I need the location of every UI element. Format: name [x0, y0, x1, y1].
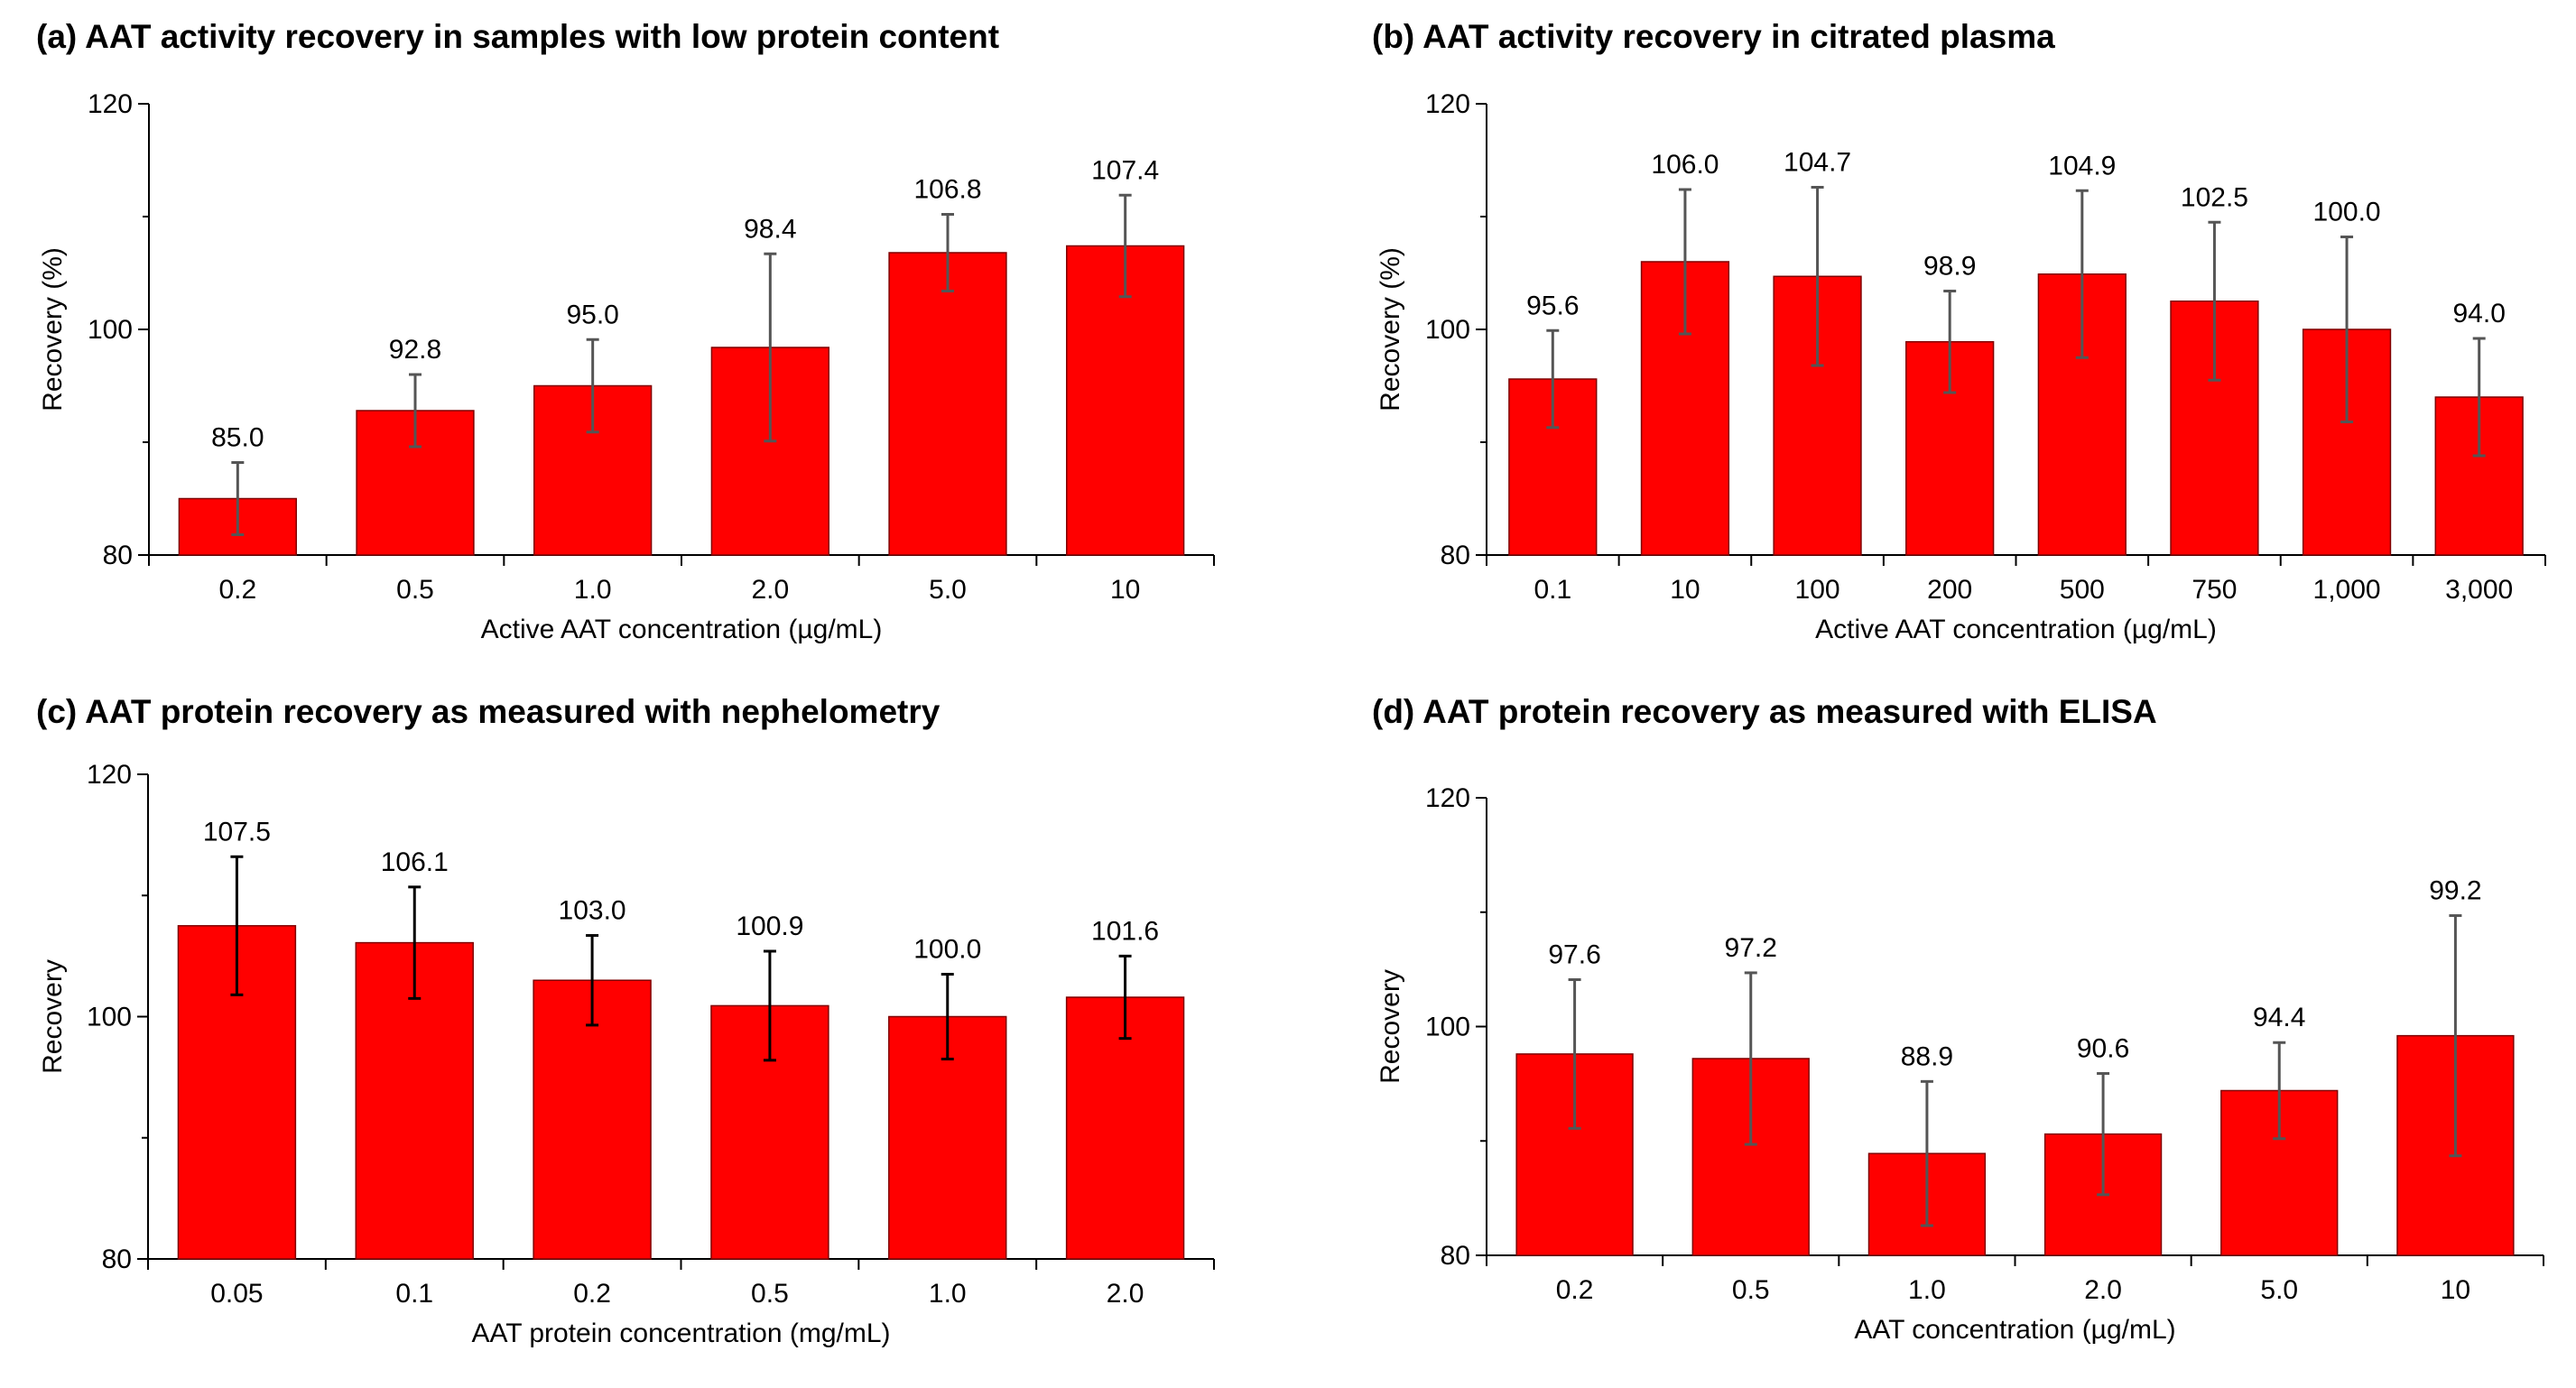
data-label: 106.0 — [1651, 150, 1719, 180]
x-tick-label: 0.05 — [210, 1279, 263, 1309]
x-tick-label: 0.1 — [1534, 575, 1571, 605]
y-tick-label: 100 — [88, 315, 133, 345]
x-tick-label: 0.5 — [1732, 1275, 1770, 1305]
x-tick-label: 200 — [1927, 575, 1972, 605]
data-label: 107.5 — [203, 817, 271, 847]
data-label: 85.0 — [211, 423, 264, 453]
y-axis-label: Recovery (%) — [1376, 247, 1405, 412]
x-tick-label: 3,000 — [2445, 575, 2513, 605]
data-label: 95.6 — [1526, 291, 1579, 320]
x-tick-label: 1.0 — [1908, 1275, 1946, 1305]
chart-title: (d) AAT protein recovery as measured wit… — [1372, 693, 2157, 730]
data-label: 88.9 — [1901, 1041, 1953, 1071]
x-tick-label: 10 — [1670, 575, 1700, 605]
x-tick-label: 0.2 — [573, 1279, 611, 1309]
data-label: 92.8 — [389, 335, 441, 365]
data-label: 106.8 — [913, 175, 981, 205]
data-label: 95.0 — [566, 300, 618, 329]
x-tick-label: 0.5 — [751, 1279, 789, 1309]
x-tick-label: 1,000 — [2313, 575, 2381, 605]
x-tick-label: 2.0 — [2084, 1275, 2122, 1305]
data-label: 98.4 — [744, 214, 796, 244]
bar-chart-b: 80 100 120 95.6 0.1 106.0 10 104.7 100 98.9 200 104… — [1376, 89, 2546, 644]
bar-chart-a: 80 100 120 85.0 0.2 92.8 0.5 95.0 1.0 98.4 2.0 106.… — [38, 89, 1215, 644]
data-label: 100.0 — [913, 935, 981, 965]
y-axis-label: Recovery — [1376, 969, 1405, 1084]
x-tick-label: 500 — [2060, 575, 2105, 605]
data-label: 99.2 — [2429, 876, 2481, 906]
x-tick-label: 750 — [2191, 575, 2237, 605]
x-tick-label: 0.1 — [395, 1279, 433, 1309]
data-label: 106.1 — [381, 847, 449, 877]
bar — [1065, 996, 1185, 1260]
x-tick-label: 10 — [1110, 575, 1140, 605]
x-tick-label: 100 — [1795, 575, 1840, 605]
x-tick-label: 5.0 — [929, 575, 967, 605]
data-label: 101.6 — [1091, 916, 1159, 946]
x-axis-label: Active AAT concentration (µg/mL) — [481, 615, 883, 644]
y-axis-label: Recovery (%) — [38, 247, 68, 412]
chart-title: (c) AAT protein recovery as measured wit… — [36, 693, 941, 730]
y-tick-label: 80 — [1441, 1241, 1470, 1271]
x-tick-label: 10 — [2441, 1275, 2470, 1305]
data-label: 90.6 — [2077, 1033, 2129, 1063]
bar — [888, 252, 1007, 556]
y-tick-label: 80 — [103, 541, 133, 570]
data-label: 97.2 — [1725, 933, 1777, 963]
y-axis-label: Recovery — [38, 959, 68, 1074]
data-label: 94.0 — [2452, 299, 2505, 328]
bar-chart-c: 80 100 120 107.5 0.05 106.1 0.1 103.0 0.2 100.9 0.… — [38, 760, 1215, 1348]
x-axis-label: Active AAT concentration (µg/mL) — [1815, 615, 2217, 644]
data-label: 100.0 — [2313, 198, 2381, 227]
chart-panel-d: (d) AAT protein recovery as measured wit… — [1372, 693, 2563, 1379]
data-label: 94.4 — [2253, 1003, 2305, 1032]
data-label: 103.0 — [559, 896, 626, 926]
y-tick-label: 120 — [1425, 783, 1470, 813]
x-tick-label: 1.0 — [929, 1279, 967, 1309]
y-tick-label: 100 — [87, 1003, 132, 1032]
x-axis-label: AAT concentration (µg/mL) — [1854, 1315, 2175, 1345]
bar — [533, 979, 652, 1260]
x-tick-label: 0.5 — [396, 575, 434, 605]
chart-title: (b) AAT activity recovery in citrated pl… — [1372, 18, 2055, 55]
y-tick-label: 120 — [87, 760, 132, 790]
data-label: 104.9 — [2048, 151, 2116, 180]
data-label: 102.5 — [2181, 182, 2248, 212]
chart-panel-a: (a) AAT activity recovery in samples wit… — [36, 18, 1255, 668]
chart-panel-c: (c) AAT protein recovery as measured wit… — [36, 693, 1255, 1379]
y-tick-label: 120 — [1425, 89, 1470, 119]
bar-chart-d: 80 100 120 97.6 0.2 97.2 0.5 88.9 1.0 90.6 2.0 94.4… — [1376, 783, 2544, 1345]
y-tick-label: 120 — [88, 89, 133, 119]
y-tick-label: 100 — [1425, 315, 1470, 345]
x-tick-label: 0.2 — [1556, 1275, 1594, 1305]
chart-title: (a) AAT activity recovery in samples wit… — [36, 18, 1000, 55]
x-tick-label: 2.0 — [1107, 1279, 1144, 1309]
data-label: 98.9 — [1923, 252, 1976, 282]
data-label: 104.7 — [1784, 148, 1851, 178]
x-tick-label: 2.0 — [751, 575, 789, 605]
x-axis-label: AAT protein concentration (mg/mL) — [471, 1319, 890, 1348]
x-tick-label: 0.2 — [218, 575, 256, 605]
x-tick-label: 1.0 — [574, 575, 612, 605]
y-tick-label: 100 — [1425, 1013, 1470, 1042]
data-label: 97.6 — [1548, 940, 1600, 970]
data-label: 107.4 — [1091, 155, 1159, 185]
y-tick-label: 80 — [1441, 541, 1470, 570]
chart-panel-b: (b) AAT activity recovery in citrated pl… — [1372, 18, 2563, 668]
x-tick-label: 5.0 — [2260, 1275, 2298, 1305]
y-tick-label: 80 — [102, 1245, 132, 1274]
data-label: 100.9 — [736, 911, 803, 941]
